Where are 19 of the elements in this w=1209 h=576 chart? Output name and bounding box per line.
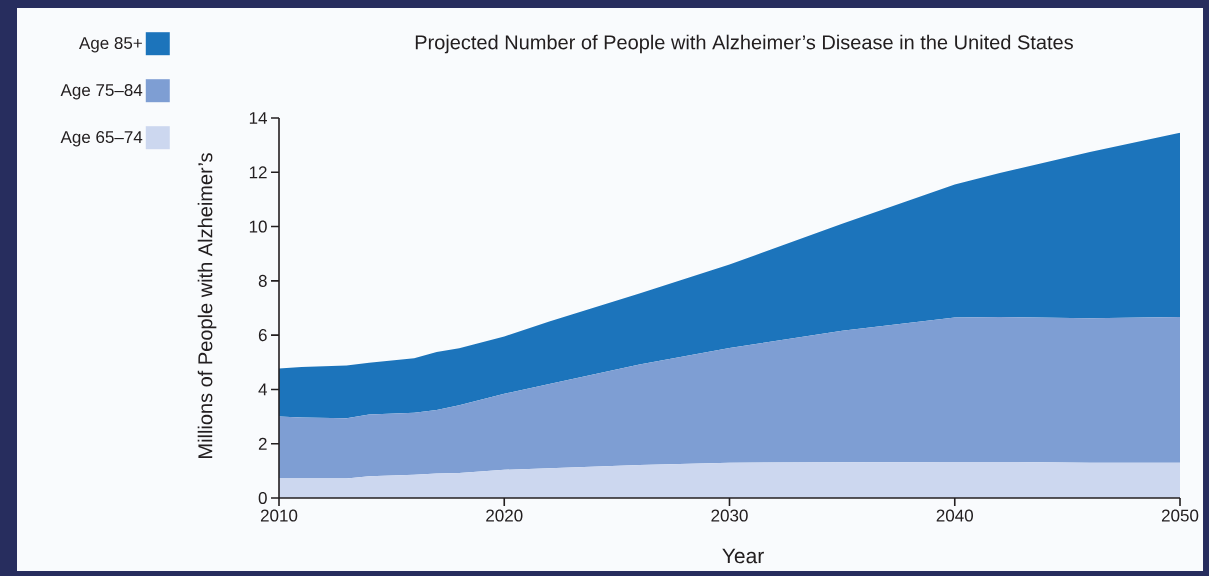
chart-title: Projected Number of People with Alzheimer’s Disease in the United States — [415, 34, 1073, 54]
y-tick-label: 0 — [258, 491, 267, 505]
y-tick-label: 6 — [258, 329, 267, 342]
y-tick-label: 2 — [258, 437, 267, 450]
y-tick-label: 8 — [258, 274, 267, 287]
x-tick-label: 2010 — [260, 509, 298, 522]
y-tick-label: 12 — [249, 166, 267, 179]
x-tick-label: 2050 — [1161, 509, 1199, 522]
legend-label: Age 85+ — [79, 37, 142, 53]
x-tick-label: 2030 — [711, 509, 748, 522]
y-tick-label: 14 — [249, 112, 267, 124]
x-tick-label: 2040 — [936, 509, 973, 522]
x-tick-label: 2020 — [486, 509, 523, 522]
y-axis-title: Millions of People with Alzheimer’s — [197, 153, 217, 458]
y-tick-label: 4 — [258, 383, 267, 396]
legend-label: Age 75–84 — [60, 84, 143, 100]
legend-label: Age 65–74 — [60, 131, 143, 147]
y-tick-label: 10 — [249, 220, 267, 233]
x-axis-title: Year — [722, 548, 764, 564]
